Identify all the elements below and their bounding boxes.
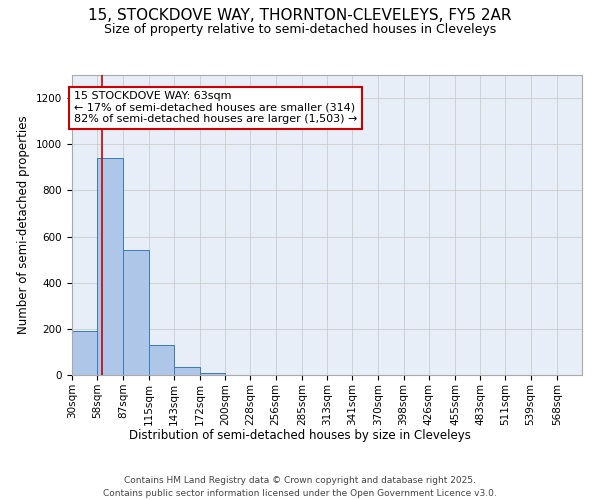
Text: 15 STOCKDOVE WAY: 63sqm
← 17% of semi-detached houses are smaller (314)
82% of s: 15 STOCKDOVE WAY: 63sqm ← 17% of semi-de…	[74, 91, 357, 124]
Bar	[124, 250, 149, 375]
Bar	[97, 158, 124, 375]
Text: Size of property relative to semi-detached houses in Cleveleys: Size of property relative to semi-detach…	[104, 22, 496, 36]
Y-axis label: Number of semi-detached properties: Number of semi-detached properties	[17, 116, 31, 334]
Bar	[149, 345, 174, 375]
Text: 15, STOCKDOVE WAY, THORNTON-CLEVELEYS, FY5 2AR: 15, STOCKDOVE WAY, THORNTON-CLEVELEYS, F…	[88, 8, 512, 22]
Text: Contains HM Land Registry data © Crown copyright and database right 2025.
Contai: Contains HM Land Registry data © Crown c…	[103, 476, 497, 498]
Text: Distribution of semi-detached houses by size in Cleveleys: Distribution of semi-detached houses by …	[129, 428, 471, 442]
Bar	[200, 372, 225, 375]
Bar	[174, 367, 200, 375]
Bar	[72, 331, 97, 375]
